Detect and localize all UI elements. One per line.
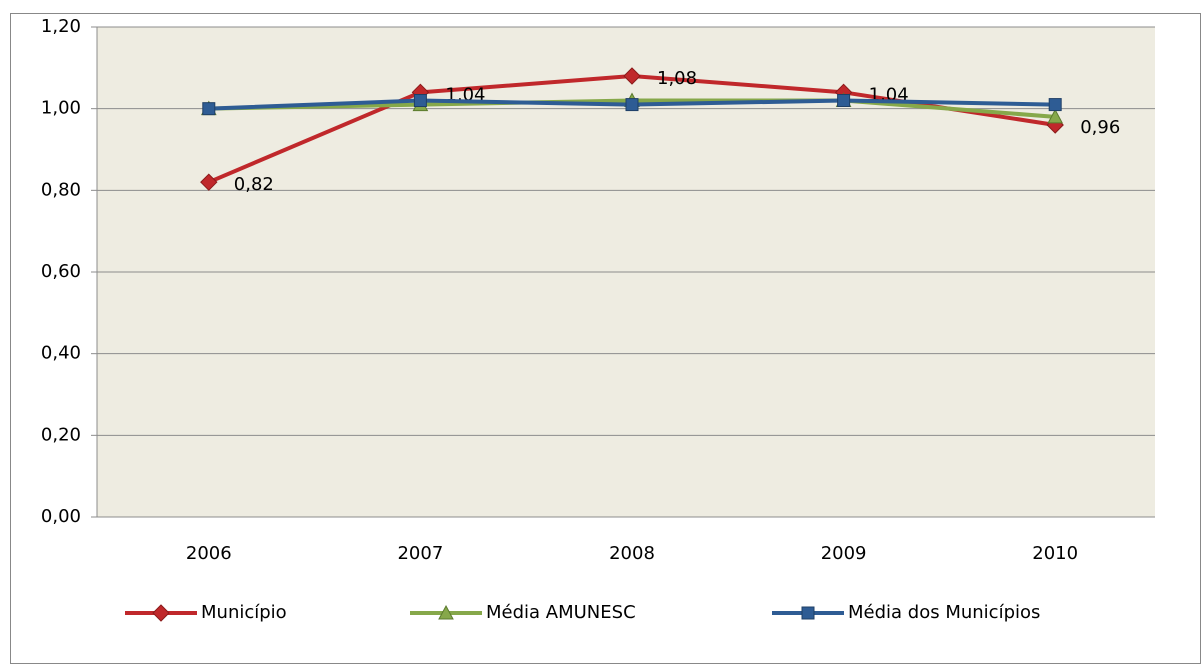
y-tick-label: 0,80 xyxy=(41,179,81,200)
legend-marker xyxy=(438,604,454,620)
x-tick-label: 2009 xyxy=(821,543,867,564)
x-tick-label: 2006 xyxy=(186,543,232,564)
data-point xyxy=(202,102,216,116)
x-tick-label: 2008 xyxy=(609,543,655,564)
data-point xyxy=(1047,108,1064,124)
x-tick-label: 2007 xyxy=(397,543,443,564)
data-label: 1,08 xyxy=(657,68,697,89)
data-point xyxy=(200,173,218,191)
legend-label: Média AMUNESC xyxy=(486,602,636,623)
x-tick-label: 2010 xyxy=(1032,543,1078,564)
y-tick-label: 1,00 xyxy=(41,98,81,119)
y-tick-label: 0,20 xyxy=(41,424,81,445)
data-label: 0,82 xyxy=(234,174,274,195)
y-tick-label: 0,40 xyxy=(41,343,81,364)
data-point xyxy=(413,94,427,107)
y-tick-label: 0,60 xyxy=(41,261,81,282)
data-point xyxy=(623,67,641,85)
legend-marker xyxy=(152,604,170,622)
y-tick-label: 0,00 xyxy=(41,506,81,527)
data-point xyxy=(837,94,851,107)
data-label: 0,96 xyxy=(1080,117,1120,138)
legend-label: Município xyxy=(201,602,287,623)
data-point xyxy=(625,98,639,112)
data-point xyxy=(1048,98,1062,112)
y-tick-label: 1,20 xyxy=(41,16,81,37)
legend-marker xyxy=(801,606,815,620)
legend-label: Média dos Municípios xyxy=(848,602,1040,623)
